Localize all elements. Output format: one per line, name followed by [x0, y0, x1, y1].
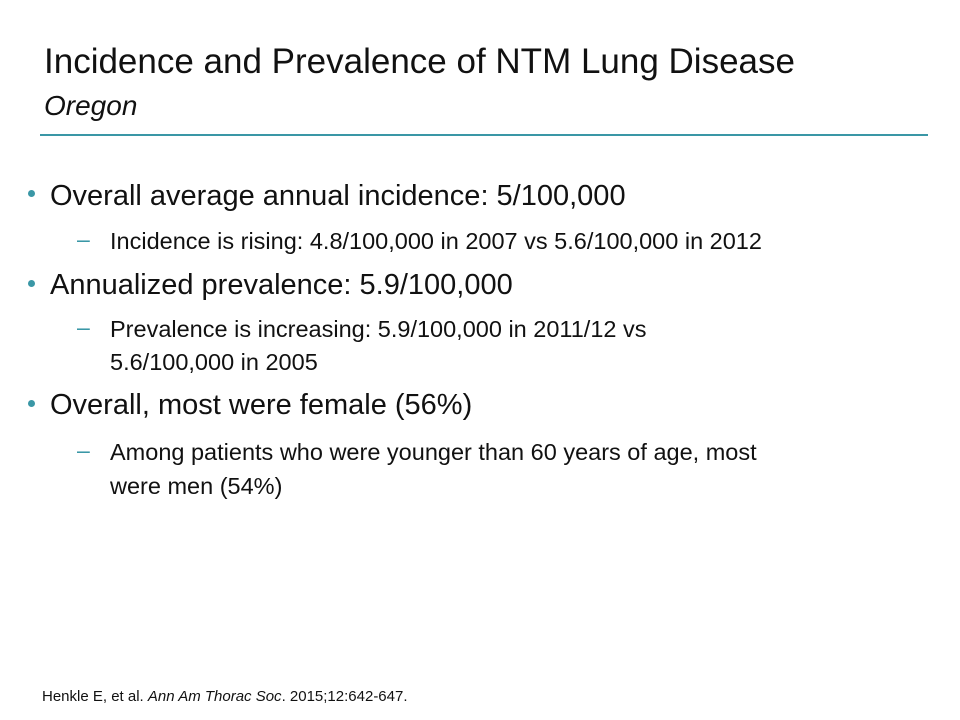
- sub-bullet-2-1: Prevalence is increasing: 5.9/100,000 in…: [110, 316, 647, 342]
- reference-details: . 2015;12:642-647.: [281, 688, 408, 705]
- title-divider: [40, 134, 928, 136]
- reference-citation: Henkle E, et al. Ann Am Thorac Soc. 2015…: [42, 688, 408, 705]
- reference-journal: Ann Am Thorac Soc: [147, 688, 282, 705]
- dash-icon: –: [77, 437, 90, 463]
- sub-bullet-1-1: Incidence is rising: 4.8/100,000 in 2007…: [110, 228, 762, 254]
- dash-icon: –: [77, 226, 90, 252]
- bullet-icon: [28, 280, 35, 287]
- slide-subtitle: Oregon: [44, 90, 138, 121]
- reference-authors: Henkle E, et al.: [42, 688, 148, 705]
- dash-icon: –: [77, 314, 90, 340]
- bullet-icon: [28, 190, 35, 197]
- sub-bullet-3-1: Among patients who were younger than 60 …: [110, 439, 757, 465]
- sub-bullet-2-1-cont: 5.6/100,000 in 2005: [110, 349, 318, 375]
- bullet-1: Overall average annual incidence: 5/100,…: [50, 180, 626, 212]
- bullet-icon: [28, 400, 35, 407]
- slide-title: Incidence and Prevalence of NTM Lung Dis…: [44, 42, 795, 81]
- bullet-2: Annualized prevalence: 5.9/100,000: [50, 269, 513, 301]
- bullet-3: Overall, most were female (56%): [50, 389, 473, 421]
- sub-bullet-3-1-cont: were men (54%): [110, 473, 283, 499]
